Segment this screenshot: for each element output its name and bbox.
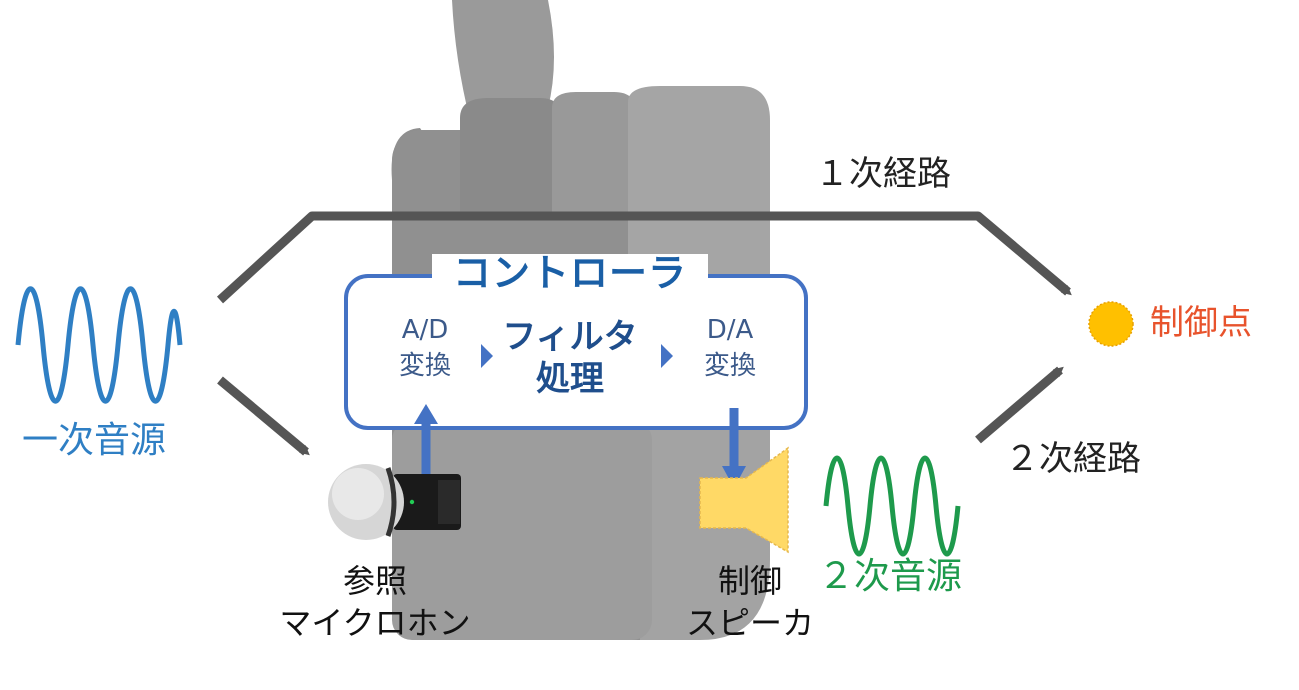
filter-to-da-arrow-icon	[661, 344, 673, 368]
da-conversion-sublabel: 変換	[703, 351, 756, 381]
reference-mic-sublabel: マイクロホン	[279, 604, 471, 642]
ad-conversion-sublabel: 変換	[398, 351, 451, 381]
filter-processing-sublabel: 処理	[536, 359, 604, 399]
secondary-wave-icon	[823, 455, 961, 557]
control-speaker-sublabel: スピーカ	[685, 604, 814, 642]
reference-mic-label: 参照	[342, 562, 407, 600]
ad-to-filter-arrow-icon	[481, 344, 493, 368]
secondary-source-label: ２次音源	[818, 556, 963, 597]
controller-title-backdrop	[432, 254, 708, 300]
control-point-icon	[1088, 301, 1134, 347]
secondary-path-label: ２次経路	[1005, 439, 1141, 479]
primary-source-label: 一次音源	[22, 420, 167, 461]
primary-path-label: １次経路	[815, 154, 951, 194]
da-conversion-label: D/A	[706, 315, 754, 345]
speaker-icon	[699, 446, 789, 554]
control-point-label: 制御点	[1150, 303, 1252, 343]
source-to-mic-arrow	[217, 376, 310, 456]
primary-path-arrow	[216, 211, 1072, 304]
primary-wave-icon	[15, 286, 183, 404]
microphone-icon	[328, 464, 461, 540]
controller-title: コントローラ	[452, 251, 687, 295]
secondary-path-arrow	[975, 366, 1064, 444]
ad-conversion-label: A/D	[401, 315, 449, 345]
control-speaker-label: 制御	[717, 562, 782, 600]
filter-processing-label: フィルタ	[502, 317, 638, 357]
